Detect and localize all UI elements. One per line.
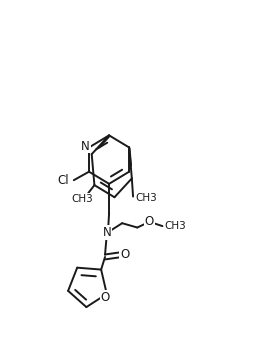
Text: N: N [81,140,90,152]
Text: O: O [120,248,129,261]
Text: CH3: CH3 [165,221,186,231]
Text: O: O [145,215,154,228]
Text: Cl: Cl [57,174,69,187]
Text: CH3: CH3 [72,194,93,204]
Text: O: O [101,291,110,304]
Text: N: N [103,226,112,239]
Text: CH3: CH3 [135,193,157,203]
